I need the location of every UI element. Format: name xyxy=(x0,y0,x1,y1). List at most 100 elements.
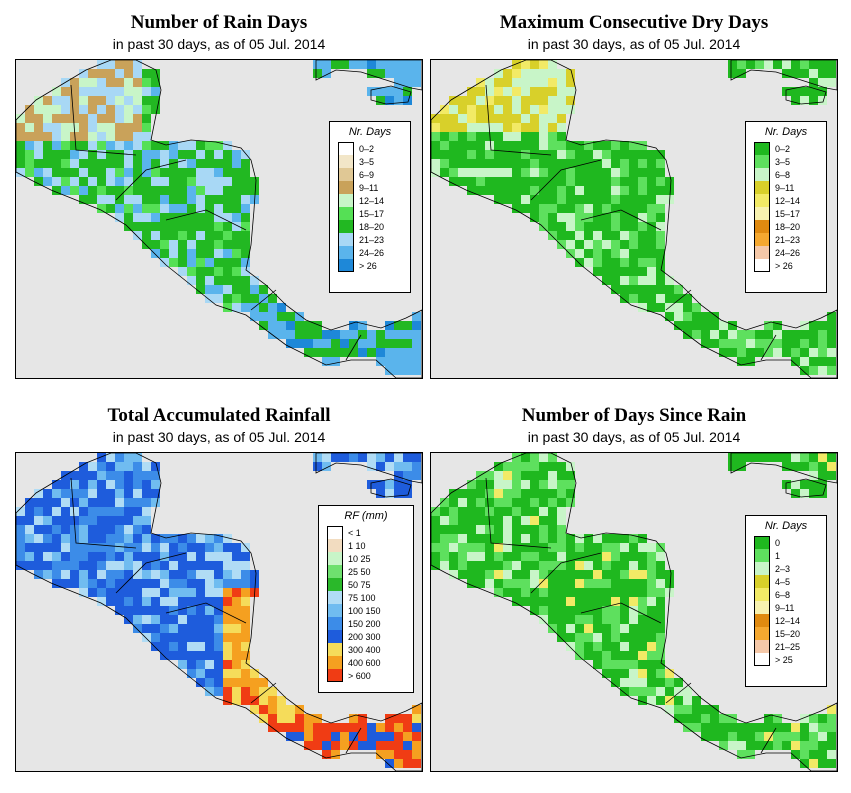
legend-label: 75 100 xyxy=(348,592,376,603)
legend-label: 12–14 xyxy=(775,195,801,206)
legend-swatch xyxy=(338,194,354,207)
legend-item: 18–20 xyxy=(338,220,410,233)
legend-label: 21–23 xyxy=(775,234,801,245)
coastline xyxy=(315,453,422,484)
legend-swatch xyxy=(327,604,343,617)
legend-swatch xyxy=(338,181,354,194)
legend-label: 18–20 xyxy=(775,221,801,232)
legend-title: Nr. Days xyxy=(764,520,808,532)
legend-swatch xyxy=(754,246,770,259)
legend-label: 9–11 xyxy=(359,182,379,193)
legend-rows: 0–2 3–5 6–9 9–11 12–14 15–17 18–20 21–23 24–26 > … xyxy=(330,142,410,272)
country-border xyxy=(665,289,692,311)
legend-item: 6–8 xyxy=(754,168,826,181)
legend-swatch xyxy=(754,627,770,640)
legend-swatch xyxy=(754,168,770,181)
country-border xyxy=(665,682,692,704)
legend-rows: 0 1 2–3 4–5 6–8 9–11 12–14 15–20 21–25 > 25 xyxy=(746,536,826,666)
legend-item: 50 75 xyxy=(327,578,413,591)
coastline xyxy=(16,60,422,378)
legend-swatch xyxy=(327,591,343,604)
country-border xyxy=(345,727,362,754)
legend-item: 9–11 xyxy=(338,181,410,194)
legend-item: 0 xyxy=(754,536,826,549)
legend-item: 6–8 xyxy=(754,588,826,601)
legend-item: 400 600 xyxy=(327,656,413,669)
legend-item: > 600 xyxy=(327,669,413,682)
legend-item: 3–5 xyxy=(338,155,410,168)
legend-label: 21–25 xyxy=(775,641,801,652)
legend-swatch xyxy=(338,168,354,181)
country-border xyxy=(485,477,552,549)
country-border xyxy=(115,159,187,201)
legend-swatch xyxy=(338,233,354,246)
legend-swatch xyxy=(754,549,770,562)
legend-swatch xyxy=(327,643,343,656)
legend-item: > 26 xyxy=(338,259,410,272)
legend-label: 18–20 xyxy=(359,221,385,232)
legend-label: 15–17 xyxy=(775,208,801,219)
legend-swatch xyxy=(754,588,770,601)
panel-subtitle: in past 30 days, as of 05 Jul. 2014 xyxy=(112,429,326,445)
panel-title: Total Accumulated Rainfall xyxy=(107,405,331,426)
legend-label: 3–5 xyxy=(359,156,375,167)
legend-label: 12–14 xyxy=(359,195,385,206)
legend-item: 12–14 xyxy=(754,614,826,627)
legend-label: 0 xyxy=(775,537,781,548)
country-border xyxy=(250,682,277,704)
legend-label: 50 75 xyxy=(348,579,371,590)
legend-item: 1 xyxy=(754,549,826,562)
legend-item: 24–26 xyxy=(338,246,410,259)
legend-swatch xyxy=(338,220,354,233)
legend-label: 0–2 xyxy=(775,143,791,154)
map-canvas xyxy=(431,60,837,378)
legend-label: 400 600 xyxy=(348,657,381,668)
legend-item: 3–5 xyxy=(754,155,826,168)
legend-swatch xyxy=(754,259,770,272)
legend-item: 18–20 xyxy=(754,220,826,233)
legend-title: Nr. Days xyxy=(348,126,392,138)
legend-label: 1 xyxy=(775,550,781,561)
country-border xyxy=(250,289,277,311)
legend-label: > 26 xyxy=(359,260,377,271)
coastline xyxy=(785,85,827,105)
legend-title: Nr. Days xyxy=(764,126,808,138)
legend-label: 9–11 xyxy=(775,182,795,193)
legend: Nr. Days 0–2 3–5 6–9 9–11 12–14 15–17 18–20 21–… xyxy=(329,121,411,293)
legend-swatch xyxy=(327,565,343,578)
country-border xyxy=(530,552,602,594)
legend-swatch xyxy=(327,669,343,682)
map-canvas xyxy=(16,453,422,771)
legend-item: 9–11 xyxy=(754,601,826,614)
legend-swatch xyxy=(754,194,770,207)
legend-item: 21–25 xyxy=(754,640,826,653)
legend-label: 6–8 xyxy=(775,169,791,180)
legend-label: > 25 xyxy=(775,654,793,665)
legend-item: 15–20 xyxy=(754,627,826,640)
legend-item: 12–14 xyxy=(754,194,826,207)
legend-swatch xyxy=(754,220,770,233)
legend-swatch xyxy=(327,578,343,591)
legend-item: 150 200 xyxy=(327,617,413,630)
total-rainfall-panel: Total Accumulated Rainfall in past 30 da… xyxy=(15,405,423,785)
legend-swatch xyxy=(327,552,343,565)
panel-subtitle: in past 30 days, as of 05 Jul. 2014 xyxy=(112,36,326,52)
legend-swatch xyxy=(327,526,343,539)
legend-label: 24–26 xyxy=(775,247,801,258)
legend-item: 21–23 xyxy=(754,233,826,246)
legend-item: 2–3 xyxy=(754,562,826,575)
legend-rows: < 1 1 10 10 25 25 50 50 75 75 100 100 150 150 2… xyxy=(319,526,413,682)
legend-label: 200 300 xyxy=(348,631,381,642)
coastline xyxy=(370,85,412,105)
legend-item: 15–17 xyxy=(338,207,410,220)
days-since-rain-panel: Number of Days Since Rain in past 30 day… xyxy=(430,405,838,785)
legend-label: < 1 xyxy=(348,527,361,538)
legend-label: 12–14 xyxy=(775,615,801,626)
country-border xyxy=(485,84,552,156)
legend-swatch xyxy=(754,614,770,627)
legend-title: RF (mm) xyxy=(344,510,388,522)
legend-swatch xyxy=(338,246,354,259)
legend-item: 300 400 xyxy=(327,643,413,656)
legend-item: 0–2 xyxy=(338,142,410,155)
country-border xyxy=(760,334,777,361)
